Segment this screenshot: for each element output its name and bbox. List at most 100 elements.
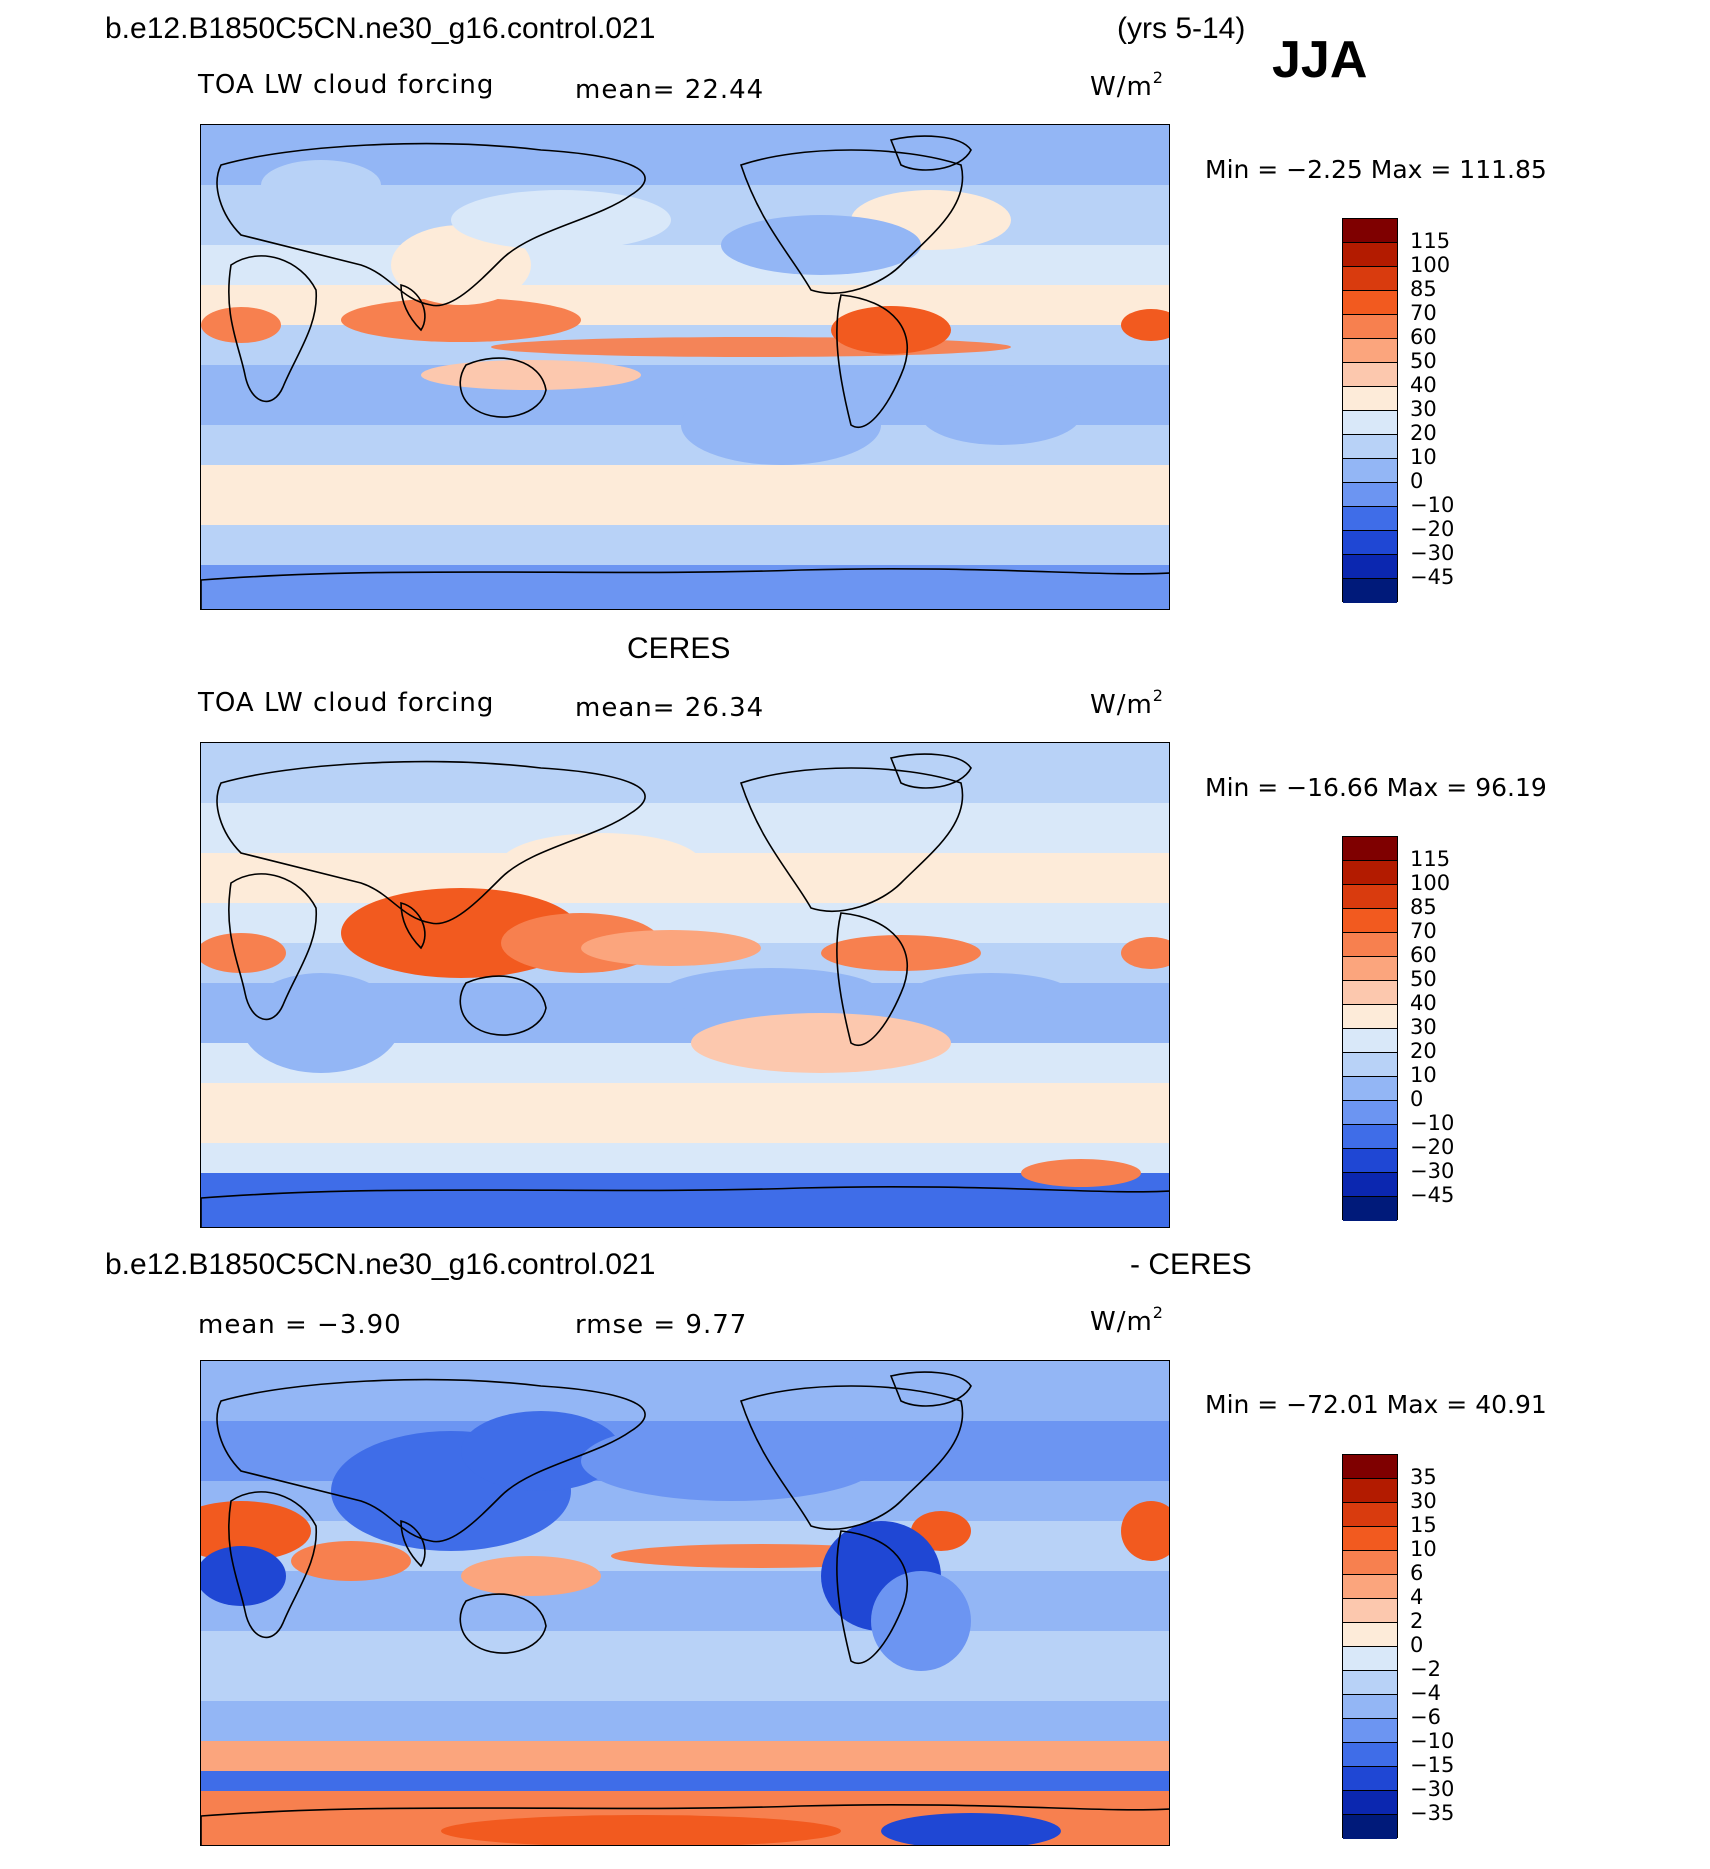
panel1-map bbox=[200, 124, 1170, 610]
colorbar-segment bbox=[1343, 1053, 1397, 1077]
panel3-title: - CERES bbox=[1130, 1248, 1252, 1281]
colorbar-segment bbox=[1343, 909, 1397, 933]
colorbar-segment bbox=[1343, 1527, 1397, 1551]
season-label: JJA bbox=[1272, 31, 1368, 89]
colorbar-tick-label: 60 bbox=[1410, 325, 1437, 349]
colorbar-segment bbox=[1343, 981, 1397, 1005]
panel2-variable: TOA LW cloud forcing bbox=[198, 688, 495, 718]
colorbar-tick-label: 10 bbox=[1410, 1537, 1437, 1561]
colorbar-tick-label: −20 bbox=[1410, 1135, 1455, 1159]
colorbar-segment bbox=[1343, 1575, 1397, 1599]
colorbar-tick-label: 115 bbox=[1410, 847, 1451, 871]
colorbar-tick-label: −20 bbox=[1410, 517, 1455, 541]
panel3-colorbar bbox=[1342, 1454, 1398, 1839]
colorbar-segment bbox=[1343, 507, 1397, 531]
colorbar-tick-label: 10 bbox=[1410, 445, 1437, 469]
panel1-units: W/m2 bbox=[1090, 68, 1164, 102]
colorbar-tick-label: 35 bbox=[1410, 1465, 1437, 1489]
colorbar-segment bbox=[1343, 1077, 1397, 1101]
colorbar-tick-label: 70 bbox=[1410, 301, 1437, 325]
colorbar-tick-label: 4 bbox=[1410, 1585, 1424, 1609]
colorbar-segment bbox=[1343, 579, 1397, 603]
colorbar-tick-label: −10 bbox=[1410, 1729, 1455, 1753]
panel3-map bbox=[200, 1360, 1170, 1846]
colorbar-segment bbox=[1343, 483, 1397, 507]
colorbar-segment bbox=[1343, 387, 1397, 411]
colorbar-tick-label: −15 bbox=[1410, 1753, 1455, 1777]
colorbar-tick-label: 100 bbox=[1410, 253, 1451, 277]
panel2-colorbar bbox=[1342, 836, 1398, 1221]
colorbar-tick-label: 60 bbox=[1410, 943, 1437, 967]
panel3-case-title: b.e12.B1850C5CN.ne30_g16.control.021 bbox=[105, 1248, 656, 1281]
case-title: b.e12.B1850C5CN.ne30_g16.control.021 bbox=[105, 12, 656, 45]
panel3-mean: mean = −3.90 bbox=[198, 1310, 402, 1340]
colorbar-tick-label: 115 bbox=[1410, 229, 1451, 253]
colorbar-segment bbox=[1343, 885, 1397, 909]
colorbar-segment bbox=[1343, 1101, 1397, 1125]
colorbar-segment bbox=[1343, 291, 1397, 315]
panel2-map bbox=[200, 742, 1170, 1228]
panel2-units: W/m2 bbox=[1090, 686, 1164, 720]
colorbar-tick-label: 10 bbox=[1410, 1063, 1437, 1087]
panel1-colorbar bbox=[1342, 218, 1398, 603]
colorbar-segment bbox=[1343, 1599, 1397, 1623]
colorbar-segment bbox=[1343, 1149, 1397, 1173]
colorbar-tick-label: −10 bbox=[1410, 1111, 1455, 1135]
colorbar-tick-label: −30 bbox=[1410, 1777, 1455, 1801]
panel3-units: W/m2 bbox=[1090, 1303, 1164, 1337]
colorbar-tick-label: 100 bbox=[1410, 871, 1451, 895]
colorbar-tick-label: 6 bbox=[1410, 1561, 1424, 1585]
years-label: (yrs 5-14) bbox=[1117, 12, 1246, 45]
colorbar-tick-label: 50 bbox=[1410, 967, 1437, 991]
panel1-mean: mean= 22.44 bbox=[575, 75, 765, 105]
colorbar-tick-label: 30 bbox=[1410, 1015, 1437, 1039]
colorbar-tick-label: 85 bbox=[1410, 277, 1437, 301]
colorbar-tick-label: 0 bbox=[1410, 469, 1424, 493]
colorbar-tick-label: 20 bbox=[1410, 1039, 1437, 1063]
colorbar-segment bbox=[1343, 1815, 1397, 1839]
colorbar-segment bbox=[1343, 1671, 1397, 1695]
colorbar-segment bbox=[1343, 1719, 1397, 1743]
panel1-variable: TOA LW cloud forcing bbox=[198, 70, 495, 100]
colorbar-tick-label: 20 bbox=[1410, 421, 1437, 445]
colorbar-tick-label: −6 bbox=[1410, 1705, 1441, 1729]
colorbar-segment bbox=[1343, 1029, 1397, 1053]
colorbar-tick-label: 0 bbox=[1410, 1633, 1424, 1657]
colorbar-segment bbox=[1343, 1623, 1397, 1647]
panel1-minmax: Min = −2.25 Max = 111.85 bbox=[1205, 155, 1547, 184]
panel2-title: CERES bbox=[627, 632, 731, 665]
colorbar-tick-label: −10 bbox=[1410, 493, 1455, 517]
colorbar-segment bbox=[1343, 1551, 1397, 1575]
colorbar-segment bbox=[1343, 1767, 1397, 1791]
colorbar-tick-label: −4 bbox=[1410, 1681, 1441, 1705]
colorbar-segment bbox=[1343, 339, 1397, 363]
colorbar-segment bbox=[1343, 957, 1397, 981]
colorbar-segment bbox=[1343, 1647, 1397, 1671]
colorbar-tick-label: 85 bbox=[1410, 895, 1437, 919]
colorbar-segment bbox=[1343, 219, 1397, 243]
panel2-mean: mean= 26.34 bbox=[575, 693, 765, 723]
colorbar-segment bbox=[1343, 435, 1397, 459]
colorbar-tick-label: 50 bbox=[1410, 349, 1437, 373]
colorbar-tick-label: 70 bbox=[1410, 919, 1437, 943]
colorbar-segment bbox=[1343, 1005, 1397, 1029]
colorbar-tick-label: 30 bbox=[1410, 397, 1437, 421]
colorbar-segment bbox=[1343, 1479, 1397, 1503]
colorbar-tick-label: 40 bbox=[1410, 373, 1437, 397]
colorbar-tick-label: 15 bbox=[1410, 1513, 1437, 1537]
panel3-rmse: rmse = 9.77 bbox=[575, 1310, 748, 1340]
colorbar-segment bbox=[1343, 933, 1397, 957]
colorbar-tick-label: −30 bbox=[1410, 1159, 1455, 1183]
colorbar-tick-label: 40 bbox=[1410, 991, 1437, 1015]
colorbar-tick-label: −30 bbox=[1410, 541, 1455, 565]
colorbar-segment bbox=[1343, 1197, 1397, 1221]
colorbar-segment bbox=[1343, 531, 1397, 555]
colorbar-segment bbox=[1343, 1791, 1397, 1815]
colorbar-segment bbox=[1343, 1125, 1397, 1149]
colorbar-tick-label: 2 bbox=[1410, 1609, 1424, 1633]
colorbar-segment bbox=[1343, 1503, 1397, 1527]
colorbar-segment bbox=[1343, 459, 1397, 483]
colorbar-segment bbox=[1343, 861, 1397, 885]
colorbar-segment bbox=[1343, 1173, 1397, 1197]
panel3-minmax: Min = −72.01 Max = 40.91 bbox=[1205, 1390, 1547, 1419]
